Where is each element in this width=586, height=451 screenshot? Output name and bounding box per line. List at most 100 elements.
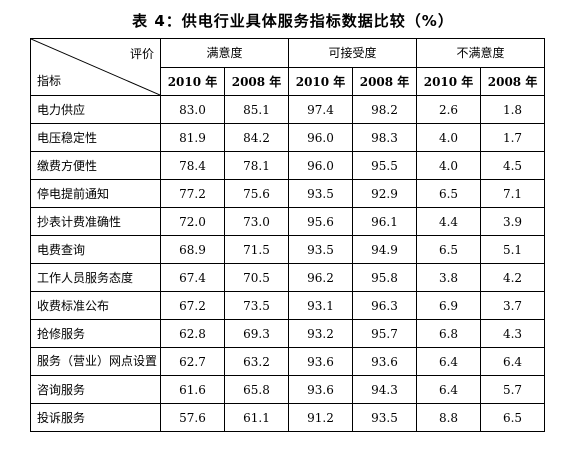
value-cell: 6.5	[480, 403, 546, 432]
corner-bottom-label: 指标	[37, 74, 62, 88]
indicator-name: 抄表计费准确性	[30, 207, 161, 236]
value-cell: 73.0	[223, 207, 290, 236]
value-cell: 94.9	[352, 235, 418, 264]
value-cell: 69.3	[223, 319, 290, 348]
header-year-row: 2010 年 2008 年 2010 年 2008 年 2010 年 2008 …	[31, 66, 546, 96]
value-cell: 78.1	[223, 151, 290, 180]
indicator-name: 服务（营业）网点设置	[30, 347, 161, 376]
table-row: 电压稳定性 81.9 84.2 96.0 98.3 4.0 1.7	[30, 123, 546, 152]
value-cell: 4.0	[416, 123, 482, 152]
value-cell: 67.2	[160, 291, 225, 320]
value-cell: 4.0	[416, 151, 482, 180]
year-header: 2010 年	[160, 66, 225, 96]
table-row: 电力供应 83.0 85.1 97.4 98.2 2.6 1.8	[30, 95, 546, 124]
indicator-name: 收费标准公布	[30, 291, 161, 320]
value-cell: 61.1	[223, 403, 290, 432]
value-cell: 4.5	[480, 151, 546, 180]
table-title: 表 4：供电行业具体服务指标数据比较（%）	[132, 12, 454, 30]
value-cell: 63.2	[223, 347, 290, 376]
value-cell: 4.4	[416, 207, 482, 236]
value-cell: 93.1	[288, 291, 354, 320]
value-cell: 97.4	[288, 95, 354, 124]
table-row: 收费标准公布 67.2 73.5 93.1 96.3 6.9 3.7	[30, 291, 546, 320]
value-cell: 98.3	[352, 123, 418, 152]
value-cell: 61.6	[160, 375, 225, 404]
value-cell: 1.7	[480, 123, 546, 152]
value-cell: 95.6	[288, 207, 354, 236]
indicator-name: 工作人员服务态度	[30, 263, 161, 292]
table-row: 缴费方便性 78.4 78.1 96.0 95.5 4.0 4.5	[30, 151, 546, 180]
value-cell: 84.2	[223, 123, 290, 152]
value-cell: 98.2	[352, 95, 418, 124]
table-row: 抄表计费准确性 72.0 73.0 95.6 96.1 4.4 3.9	[30, 207, 546, 236]
value-cell: 96.0	[288, 123, 354, 152]
year-header: 2008 年	[352, 66, 418, 96]
value-cell: 7.1	[480, 179, 546, 208]
year-header: 2008 年	[223, 66, 290, 96]
value-cell: 91.2	[288, 403, 354, 432]
value-cell: 57.6	[160, 403, 225, 432]
value-cell: 67.4	[160, 263, 225, 292]
value-cell: 6.4	[480, 347, 546, 376]
value-cell: 6.4	[416, 347, 482, 376]
value-cell: 93.2	[288, 319, 354, 348]
value-cell: 75.6	[223, 179, 290, 208]
value-cell: 4.3	[480, 319, 546, 348]
value-cell: 93.5	[352, 403, 418, 432]
value-cell: 96.1	[352, 207, 418, 236]
value-cell: 1.8	[480, 95, 546, 124]
value-cell: 6.8	[416, 319, 482, 348]
value-cell: 73.5	[223, 291, 290, 320]
value-cell: 85.1	[223, 95, 290, 124]
value-cell: 3.8	[416, 263, 482, 292]
value-cell: 6.9	[416, 291, 482, 320]
group-acceptability: 可接受度	[288, 38, 418, 68]
value-cell: 3.7	[480, 291, 546, 320]
table-row: 抢修服务 62.8 69.3 93.2 95.7 6.8 4.3	[30, 319, 546, 348]
value-cell: 72.0	[160, 207, 225, 236]
value-cell: 5.7	[480, 375, 546, 404]
value-cell: 96.0	[288, 151, 354, 180]
value-cell: 65.8	[223, 375, 290, 404]
corner-top-label: 评价	[129, 47, 154, 61]
value-cell: 94.3	[352, 375, 418, 404]
value-cell: 81.9	[160, 123, 225, 152]
value-cell: 6.4	[416, 375, 482, 404]
value-cell: 93.6	[352, 347, 418, 376]
value-cell: 6.5	[416, 235, 482, 264]
table-row: 停电提前通知 77.2 75.6 93.5 92.9 6.5 7.1	[30, 179, 546, 208]
indicator-name: 电压稳定性	[30, 123, 161, 152]
corner-header: 评价 指标	[30, 38, 161, 96]
indicator-name: 停电提前通知	[30, 179, 161, 208]
header-group-row: 评价 指标 满意度 可接受度 不满意度	[30, 38, 546, 96]
value-cell: 62.7	[160, 347, 225, 376]
value-cell: 8.8	[416, 403, 482, 432]
value-cell: 95.7	[352, 319, 418, 348]
indicator-name: 抢修服务	[30, 319, 161, 348]
value-cell: 95.5	[352, 151, 418, 180]
indicator-name: 缴费方便性	[30, 151, 161, 180]
value-cell: 68.9	[160, 235, 225, 264]
year-header: 2010 年	[288, 66, 354, 96]
value-cell: 96.3	[352, 291, 418, 320]
group-dissatisfaction: 不满意度	[416, 38, 546, 68]
value-cell: 96.2	[288, 263, 354, 292]
value-cell: 77.2	[160, 179, 225, 208]
year-header: 2010 年	[416, 66, 482, 96]
value-cell: 93.6	[288, 347, 354, 376]
value-cell: 70.5	[223, 263, 290, 292]
value-cell: 78.4	[160, 151, 225, 180]
value-cell: 62.8	[160, 319, 225, 348]
indicator-name: 电力供应	[30, 95, 161, 124]
value-cell: 71.5	[223, 235, 290, 264]
group-satisfaction: 满意度	[159, 38, 290, 68]
value-cell: 93.5	[288, 235, 354, 264]
year-header: 2008 年	[480, 66, 546, 96]
value-cell: 3.9	[480, 207, 546, 236]
indicator-name: 咨询服务	[30, 375, 161, 404]
diagonal-line	[31, 39, 160, 95]
value-cell: 92.9	[352, 179, 418, 208]
value-cell: 6.5	[416, 179, 482, 208]
value-cell: 83.0	[160, 95, 225, 124]
value-cell: 93.5	[288, 179, 354, 208]
